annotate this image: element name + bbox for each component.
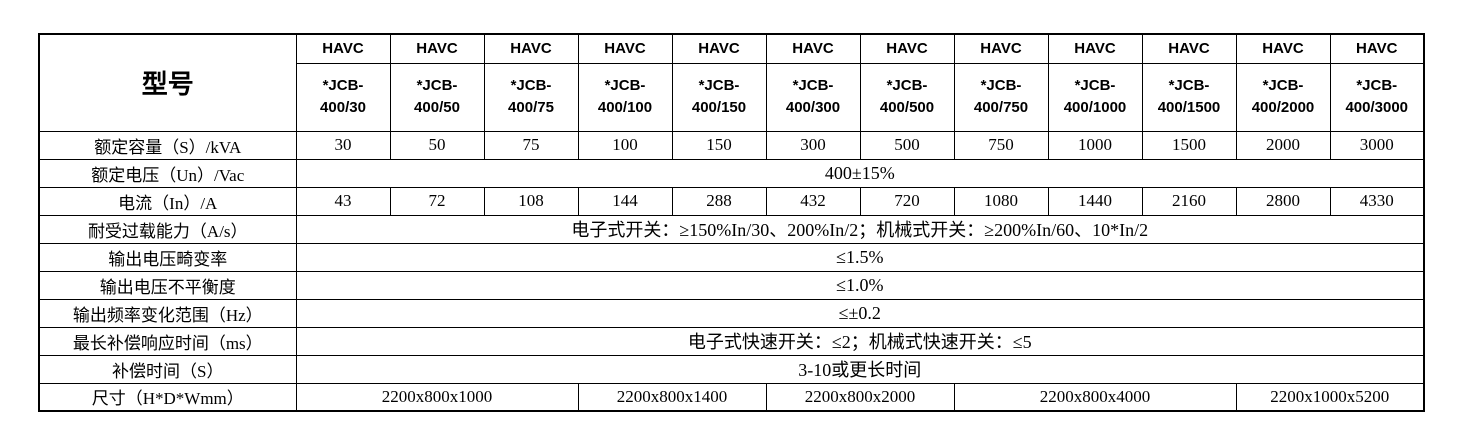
model-cell: *JCB- 400/150 <box>671 62 767 132</box>
row-label: 耐受过载能力（A/s） <box>38 214 297 244</box>
row-voltage-distortion: 输出电压畸变率 ≤1.5% <box>38 242 1425 272</box>
row-rated-capacity: 额定容量（S）/kVA 30 50 75 100 150 300 500 750… <box>38 130 1425 160</box>
dimension-group-cell: 2200x800x1400 <box>577 382 767 412</box>
row-rated-voltage: 额定电压（Un）/Vac 400±15% <box>38 158 1425 188</box>
model-cell: *JCB- 400/30 <box>295 62 391 132</box>
row-current: 电流（In）/A 43 72 108 144 288 432 720 1080 … <box>38 186 1425 216</box>
model-cell: *JCB- 400/300 <box>765 62 861 132</box>
brand-cell: HAVC <box>765 33 861 64</box>
row-frequency-range: 输出频率变化范围（Hz） ≤±0.2 <box>38 298 1425 328</box>
row-dimensions: 尺寸（H*D*Wmm） 2200x800x1000 2200x800x1400 … <box>38 382 1425 412</box>
model-cell: *JCB- 400/1000 <box>1047 62 1143 132</box>
row-overload-capability: 耐受过载能力（A/s） 电子式开关：≥150%In/30、200%In/2；机械… <box>38 214 1425 244</box>
header-row-models: *JCB- 400/30 *JCB- 400/50 *JCB- 400/75 *… <box>39 62 1425 132</box>
current-value-cell: 4330 <box>1329 186 1425 216</box>
brand-cell: HAVC <box>577 33 673 64</box>
brand-cell: HAVC <box>295 33 391 64</box>
current-value-cell: 2800 <box>1235 186 1331 216</box>
current-value-cell: 108 <box>483 186 579 216</box>
current-value-cell: 144 <box>577 186 673 216</box>
model-cell: *JCB- 400/3000 <box>1329 62 1425 132</box>
row-label: 补偿时间（S） <box>38 354 297 384</box>
current-value-cell: 288 <box>671 186 767 216</box>
row-label: 尺寸（H*D*Wmm） <box>38 382 297 412</box>
model-cell: *JCB- 400/100 <box>577 62 673 132</box>
header-row-brand: 型号 HAVC HAVC HAVC HAVC HAVC HAVC HAVC HA… <box>38 33 1425 132</box>
compensation-time-value-cell: 3-10或更长时间 <box>295 354 1425 384</box>
dimension-group-cell: 2200x800x4000 <box>953 382 1237 412</box>
capacity-value-cell: 75 <box>483 130 579 160</box>
brand-cell: HAVC <box>859 33 955 64</box>
capacity-value-cell: 750 <box>953 130 1049 160</box>
current-value-cell: 2160 <box>1141 186 1237 216</box>
model-column-header: 型号 <box>38 33 297 132</box>
capacity-value-cell: 300 <box>765 130 861 160</box>
model-cell: *JCB- 400/2000 <box>1235 62 1331 132</box>
brand-cell: HAVC <box>671 33 767 64</box>
row-label: 输出频率变化范围（Hz） <box>38 298 297 328</box>
brand-cell: HAVC <box>483 33 579 64</box>
current-value-cell: 72 <box>389 186 485 216</box>
overload-value-cell: 电子式开关：≥150%In/30、200%In/2；机械式开关：≥200%In/… <box>295 214 1425 244</box>
dimension-group-cell: 2200x800x2000 <box>765 382 955 412</box>
product-spec-table: 型号 HAVC HAVC HAVC HAVC HAVC HAVC HAVC HA… <box>38 33 1425 412</box>
model-cell: *JCB- 400/1500 <box>1141 62 1237 132</box>
capacity-value-cell: 1000 <box>1047 130 1143 160</box>
model-cell: *JCB- 400/500 <box>859 62 955 132</box>
row-label: 电流（In）/A <box>38 186 297 216</box>
response-time-value-cell: 电子式快速开关：≤2；机械式快速开关：≤5 <box>295 326 1425 356</box>
model-cell: *JCB- 400/50 <box>389 62 485 132</box>
current-value-cell: 1080 <box>953 186 1049 216</box>
row-label: 额定容量（S）/kVA <box>38 130 297 160</box>
current-value-cell: 1440 <box>1047 186 1143 216</box>
dimension-group-cell: 2200x800x1000 <box>295 382 579 412</box>
capacity-value-cell: 500 <box>859 130 955 160</box>
current-value-cell: 720 <box>859 186 955 216</box>
row-label: 输出电压畸变率 <box>38 242 297 272</box>
row-label: 输出电压不平衡度 <box>38 270 297 300</box>
row-label: 最长补偿响应时间（ms） <box>38 326 297 356</box>
unbalance-value-cell: ≤1.0% <box>295 270 1425 300</box>
brand-cell: HAVC <box>953 33 1049 64</box>
row-label: 额定电压（Un）/Vac <box>38 158 297 188</box>
brand-cell: HAVC <box>1329 33 1425 64</box>
current-value-cell: 432 <box>765 186 861 216</box>
frequency-value-cell: ≤±0.2 <box>295 298 1425 328</box>
brand-cell: HAVC <box>1047 33 1143 64</box>
dimension-group-cell: 2200x1000x5200 <box>1235 382 1425 412</box>
current-value-cell: 43 <box>295 186 391 216</box>
capacity-value-cell: 100 <box>577 130 673 160</box>
capacity-value-cell: 3000 <box>1329 130 1425 160</box>
voltage-value-cell: 400±15% <box>295 158 1425 188</box>
brand-cell: HAVC <box>1235 33 1331 64</box>
brand-cell: HAVC <box>1141 33 1237 64</box>
distortion-value-cell: ≤1.5% <box>295 242 1425 272</box>
capacity-value-cell: 2000 <box>1235 130 1331 160</box>
capacity-value-cell: 1500 <box>1141 130 1237 160</box>
capacity-value-cell: 50 <box>389 130 485 160</box>
brand-cell: HAVC <box>389 33 485 64</box>
row-response-time: 最长补偿响应时间（ms） 电子式快速开关：≤2；机械式快速开关：≤5 <box>38 326 1425 356</box>
row-voltage-unbalance: 输出电压不平衡度 ≤1.0% <box>38 270 1425 300</box>
model-cell: *JCB- 400/750 <box>953 62 1049 132</box>
row-compensation-time: 补偿时间（S） 3-10或更长时间 <box>38 354 1425 384</box>
capacity-value-cell: 150 <box>671 130 767 160</box>
model-cell: *JCB- 400/75 <box>483 62 579 132</box>
capacity-value-cell: 30 <box>295 130 391 160</box>
